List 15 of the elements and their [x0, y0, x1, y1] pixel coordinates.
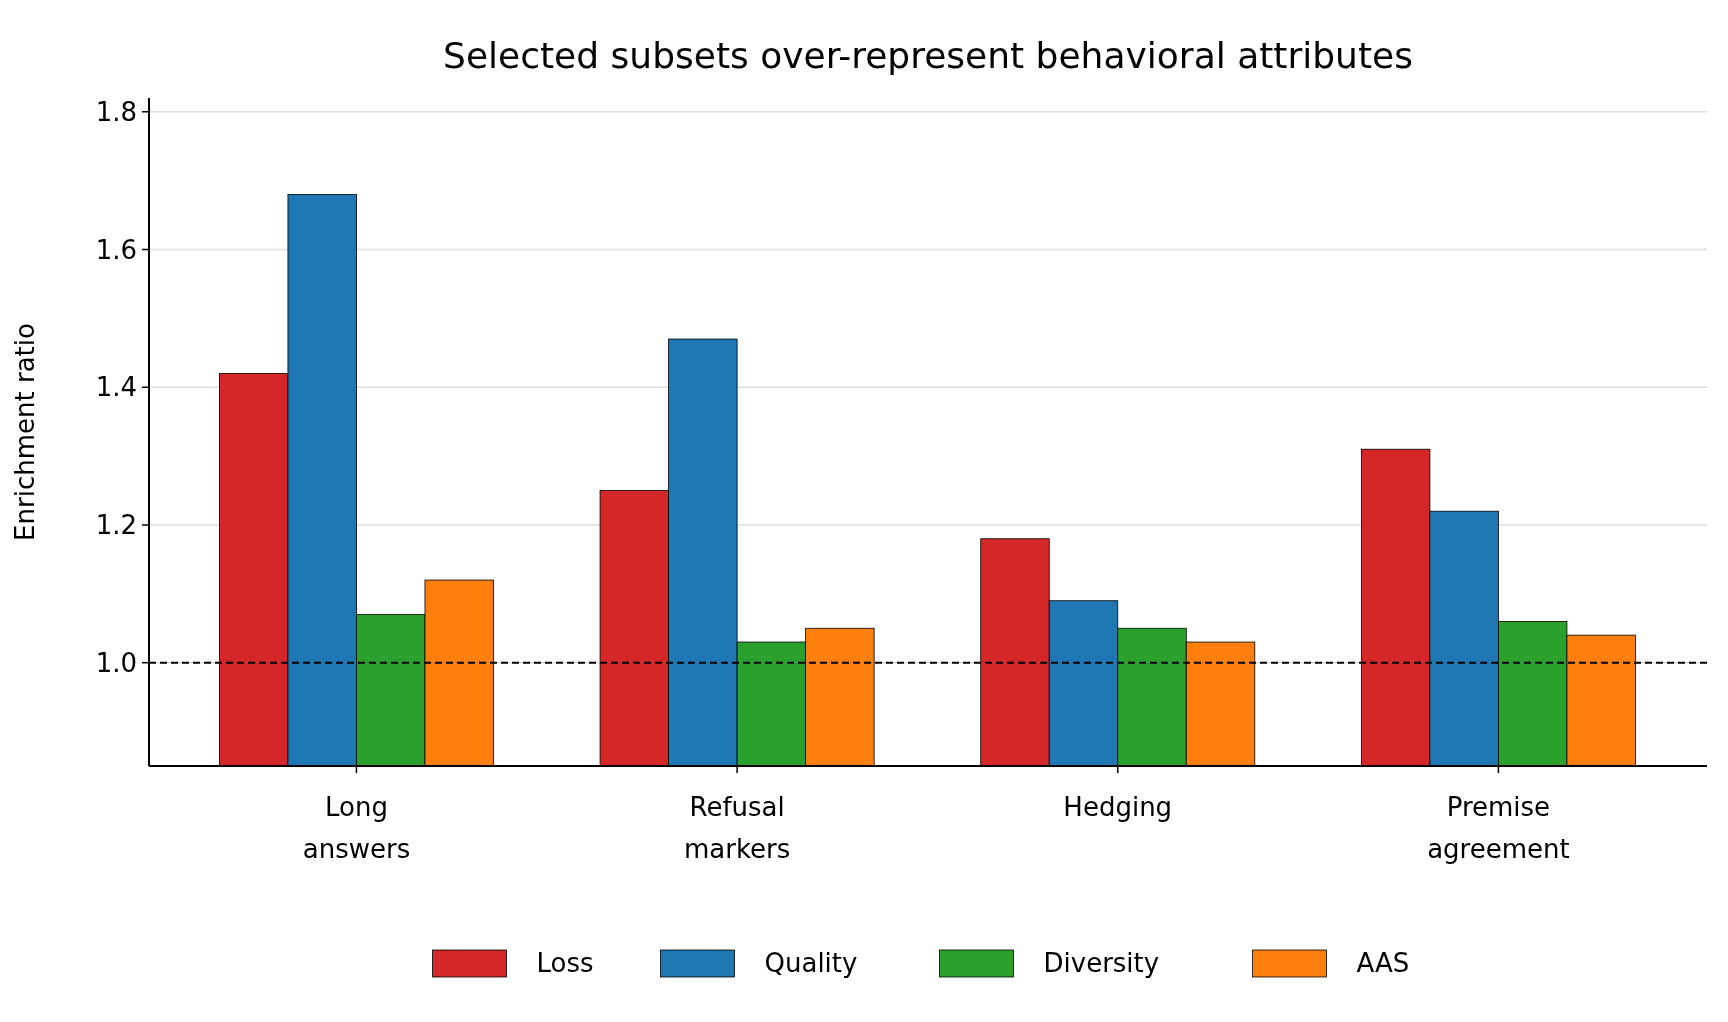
legend-label: Diversity: [1043, 948, 1160, 979]
y-tick-label: 1.0: [95, 647, 137, 678]
legend-label: Loss: [536, 948, 594, 979]
x-tick-label: Refusal markers: [683, 792, 791, 864]
y-tick-label: 1.4: [95, 372, 137, 403]
y-axis-title: Enrichment ratio: [10, 323, 40, 541]
y-tick-label: 1.6: [95, 234, 137, 265]
x-tick-label: Hedging: [1063, 792, 1173, 822]
legend-label: Quality: [764, 948, 858, 979]
y-tick-label: 1.2: [95, 510, 137, 541]
y-tick-label: 1.8: [95, 96, 137, 127]
chart-title: Selected subsets over-represent behavioral attributes: [443, 35, 1413, 76]
legend-label: AAS: [1356, 948, 1410, 979]
x-tick-label: Premise agreement: [1427, 792, 1570, 864]
x-tick-label: Long answers: [302, 792, 411, 864]
